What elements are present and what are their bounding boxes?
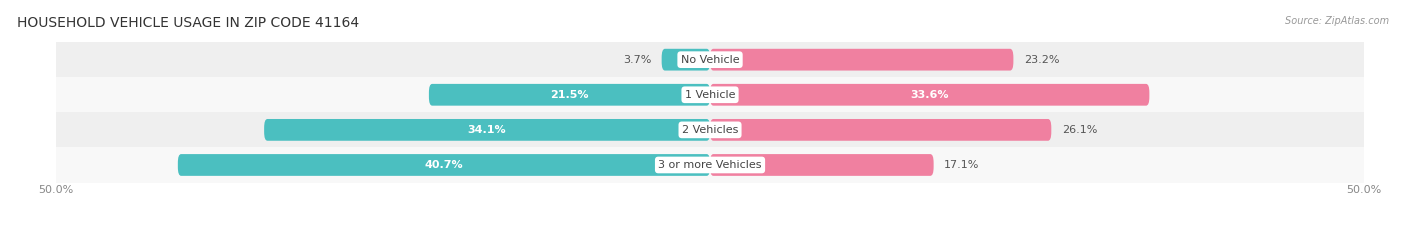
Text: Source: ZipAtlas.com: Source: ZipAtlas.com [1285, 16, 1389, 26]
Text: HOUSEHOLD VEHICLE USAGE IN ZIP CODE 41164: HOUSEHOLD VEHICLE USAGE IN ZIP CODE 4116… [17, 16, 359, 30]
Text: 23.2%: 23.2% [1024, 55, 1059, 65]
Text: 40.7%: 40.7% [425, 160, 463, 170]
Bar [56, 42, 1364, 77]
Bar [56, 147, 1364, 183]
Text: 33.6%: 33.6% [911, 90, 949, 100]
Legend: Owner-occupied, Renter-occupied: Owner-occupied, Renter-occupied [588, 231, 832, 234]
Text: No Vehicle: No Vehicle [681, 55, 740, 65]
FancyBboxPatch shape [710, 154, 934, 176]
FancyBboxPatch shape [710, 84, 1149, 106]
FancyBboxPatch shape [662, 49, 710, 70]
Text: 34.1%: 34.1% [468, 125, 506, 135]
Text: 3.7%: 3.7% [623, 55, 651, 65]
Text: 21.5%: 21.5% [550, 90, 589, 100]
Text: 2 Vehicles: 2 Vehicles [682, 125, 738, 135]
Text: 26.1%: 26.1% [1062, 125, 1097, 135]
Bar [56, 112, 1364, 147]
Bar [56, 77, 1364, 112]
FancyBboxPatch shape [429, 84, 710, 106]
Text: 3 or more Vehicles: 3 or more Vehicles [658, 160, 762, 170]
Text: 1 Vehicle: 1 Vehicle [685, 90, 735, 100]
FancyBboxPatch shape [177, 154, 710, 176]
FancyBboxPatch shape [710, 49, 1014, 70]
Text: 17.1%: 17.1% [943, 160, 980, 170]
FancyBboxPatch shape [264, 119, 710, 141]
FancyBboxPatch shape [710, 119, 1052, 141]
